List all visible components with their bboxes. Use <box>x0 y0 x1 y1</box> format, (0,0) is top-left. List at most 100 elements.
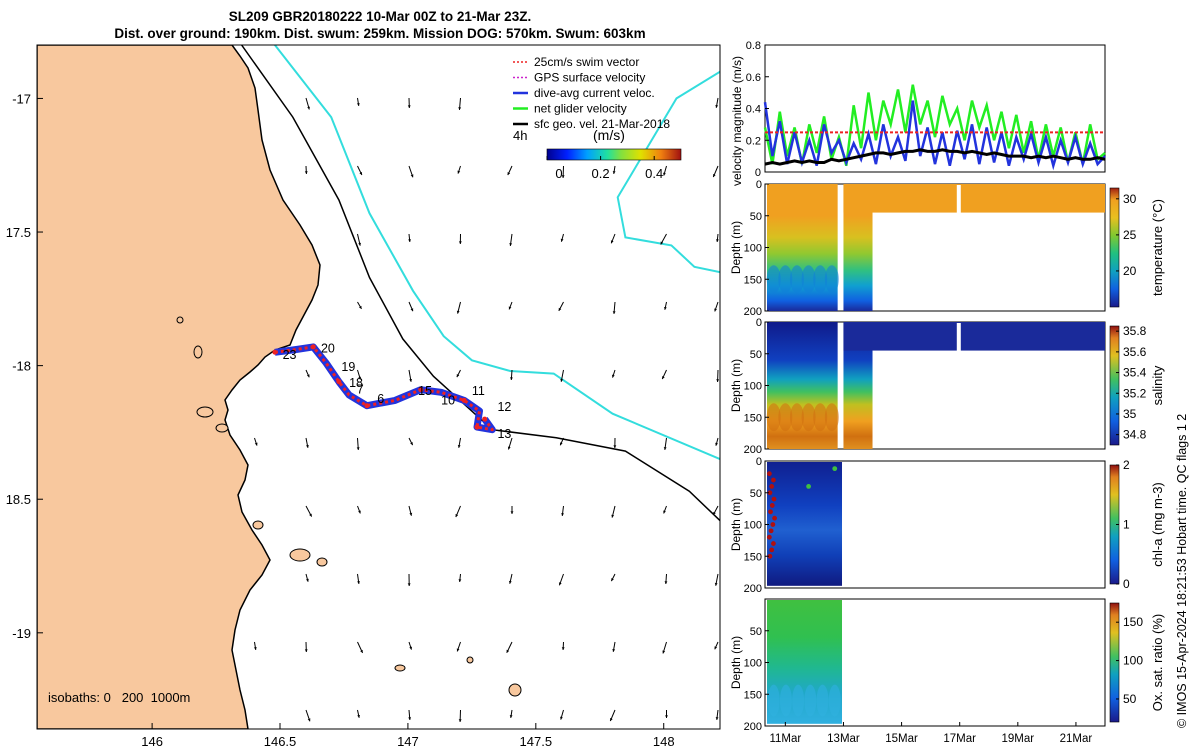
velocity-arrowhead <box>456 310 460 314</box>
isobath-200m <box>274 45 720 461</box>
land <box>37 45 321 729</box>
time-x-tick-label: 15Mar <box>885 733 918 745</box>
velocity-arrowhead <box>305 578 309 582</box>
section-wave <box>766 265 781 294</box>
section-ylabel: Depth (m) <box>729 221 743 274</box>
chl-max-point <box>769 503 775 508</box>
section-y-tick-label: 50 <box>750 349 762 361</box>
colorbar-tick-label: 35.4 <box>1123 366 1147 380</box>
section-2: 0 50 100 150 200 Depth (m) 20 25 30 temperature (… <box>729 179 1165 318</box>
day-label: 19 <box>341 360 355 374</box>
section-y-tick-label: 100 <box>744 658 762 670</box>
velocity-arrowhead <box>510 511 514 514</box>
colorbar-tick-label: 0 <box>555 166 562 181</box>
section-wave <box>816 684 829 717</box>
section-fill <box>767 462 843 586</box>
section-y-tick-label: 200 <box>744 583 762 595</box>
velocity-arrowhead <box>306 374 310 378</box>
map-colorbar <box>546 148 682 161</box>
map-y-ticks: -17 17.5 -18 18.5 -19 <box>6 91 43 641</box>
velocity-arrowhead <box>508 306 512 310</box>
colorbar-tick-label: 0.4 <box>645 166 663 181</box>
velocity-y-tick-label: 0.2 <box>746 135 761 147</box>
velocity-y-tick-label: 0 <box>755 167 761 179</box>
map-legend: 25cm/s swim vector GPS surface velocitydi… <box>513 55 670 131</box>
time-x-tick-label: 13Mar <box>827 733 860 745</box>
section-y-tick-label: 0 <box>756 179 762 191</box>
velocity-arrowhead <box>307 718 311 722</box>
velocity-arrowhead <box>457 170 461 174</box>
swim-vector-point <box>482 416 488 422</box>
chl-max-point <box>766 471 772 477</box>
section-fill-deep <box>767 184 838 311</box>
section-y-tick-label: 50 <box>750 211 762 223</box>
map-y-tick-label: 18.5 <box>6 492 31 507</box>
velocity-arrowhead <box>612 171 616 174</box>
section-y-tick-label: 100 <box>744 520 762 532</box>
section-y-tick-label: 200 <box>744 721 762 733</box>
section-wave <box>824 403 839 432</box>
section-wave <box>766 403 781 432</box>
velocity-arrowhead <box>309 513 312 517</box>
chl-max-point <box>770 522 776 527</box>
colorbar-tick-label: 0 <box>1123 577 1130 591</box>
velocity-arrowhead <box>715 442 719 446</box>
velocity-arrowhead <box>663 447 667 450</box>
time-x-tick-label: 19Mar <box>1002 733 1035 745</box>
velocity-arrowhead <box>663 172 666 176</box>
chart-title-line1: SL209 GBR20180222 10-Mar 00Z to 21-Mar 2… <box>228 9 532 24</box>
velocity-arrowhead <box>509 715 513 718</box>
velocity-arrowhead <box>662 650 666 654</box>
day-label: 23 <box>283 348 297 362</box>
section-wave <box>789 403 804 432</box>
velocity-arrowhead <box>714 308 717 312</box>
section-colorbar-label: temperature (°C) <box>1150 199 1165 296</box>
day-label: 11 <box>472 384 485 398</box>
velocity-arrowhead <box>359 171 363 175</box>
swim-vector-point <box>461 397 467 403</box>
velocity-arrowhead <box>409 512 413 516</box>
velocity-arrowhead <box>660 241 664 245</box>
velocity-arrowhead <box>356 103 360 106</box>
map-x-tick-label: 147 <box>397 734 419 749</box>
swim-vector-point <box>336 379 342 385</box>
legend-label: dive-avg current veloc. <box>534 86 655 100</box>
velocity-y-tick-label: 0.4 <box>746 104 761 116</box>
day-label: 15 <box>418 384 432 398</box>
day-label: 6 <box>377 392 384 406</box>
chl-point <box>832 466 838 472</box>
velocity-panel: 0 0.2 0.4 0.6 0.8 <box>746 40 1106 179</box>
velocity-arrowhead <box>510 377 513 380</box>
velocity-arrowhead <box>612 311 616 314</box>
velocity-arrowhead <box>358 510 361 514</box>
time-x-tick-label: 21Mar <box>1060 733 1093 745</box>
section-wave <box>778 265 793 294</box>
velocity-arrowhead <box>716 239 719 242</box>
velocity-arrowhead <box>664 581 668 584</box>
colorbar-tick-label: 34.8 <box>1123 428 1147 442</box>
velocity-series-line <box>763 84 1106 167</box>
chl-max-point <box>772 515 777 521</box>
velocity-arrowhead <box>409 646 413 650</box>
day-label: 12 <box>497 400 511 414</box>
section-wave <box>813 265 828 294</box>
day-label: 7 <box>357 383 364 397</box>
colorbar-tick-label: 25 <box>1123 228 1137 242</box>
velocity-arrowhead <box>408 717 412 720</box>
velocity-arrowhead <box>458 579 462 582</box>
map-x-tick-label: 146 <box>141 734 163 749</box>
section-y-tick-label: 100 <box>744 381 762 393</box>
velocity-arrowhead <box>307 106 310 110</box>
section-fill-shallow <box>843 322 1105 351</box>
section-colorbar <box>1109 187 1120 308</box>
section-wave <box>767 684 780 717</box>
map-y-tick-label: -19 <box>12 626 31 641</box>
colorbar-tick-label: 35.8 <box>1123 324 1147 338</box>
velocity-arrowhead <box>558 307 562 311</box>
chl-max-point <box>766 534 772 540</box>
section-y-tick-label: 150 <box>744 689 762 701</box>
isobaths-label: isobaths: 0 200 1000m <box>48 690 190 705</box>
velocity-arrowhead <box>560 378 564 382</box>
chl-max-point <box>771 541 776 546</box>
